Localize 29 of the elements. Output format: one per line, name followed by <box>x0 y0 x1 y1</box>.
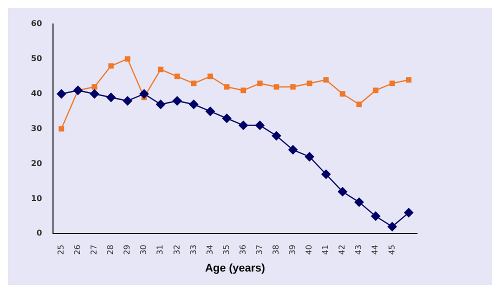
x-tick-label: 32 <box>172 244 182 255</box>
x-tick-label: 41 <box>321 244 330 255</box>
x-tick-label: 28 <box>106 244 116 255</box>
x-tick-label: 33 <box>188 244 198 255</box>
x-tick-label: 45 <box>387 244 396 255</box>
x-tick-label: 40 <box>304 244 314 255</box>
y-tick-label: 60 <box>30 19 43 28</box>
x-tick-label: 35 <box>222 244 231 255</box>
y-tick-label: 10 <box>30 194 43 203</box>
y-tick-label: 50 <box>30 54 43 64</box>
x-tick-label: 43 <box>354 244 364 255</box>
x-tick-label: 39 <box>288 244 298 255</box>
x-tick-label: 26 <box>73 244 82 255</box>
x-tick-label: 31 <box>156 244 165 255</box>
x-tick-label: 44 <box>370 244 380 255</box>
x-tick-label: 37 <box>254 244 264 255</box>
y-tick-label: 20 <box>30 158 43 168</box>
x-tick-label: 36 <box>238 244 248 255</box>
y-tick-label: 30 <box>30 124 43 133</box>
x-tick-label: 34 <box>205 244 214 255</box>
y-tick-label: 0 <box>36 228 43 238</box>
x-tick-label: 27 <box>90 244 99 255</box>
x-tick-label: 38 <box>271 244 280 255</box>
x-tick-label: 25 <box>56 244 66 255</box>
y-tick-label: 40 <box>30 88 43 98</box>
x-tick-label: 42 <box>338 244 347 255</box>
x-tick-label: 29 <box>122 244 132 255</box>
x-axis-title: Age (years) <box>205 262 266 274</box>
x-tick-label: 30 <box>139 244 148 255</box>
